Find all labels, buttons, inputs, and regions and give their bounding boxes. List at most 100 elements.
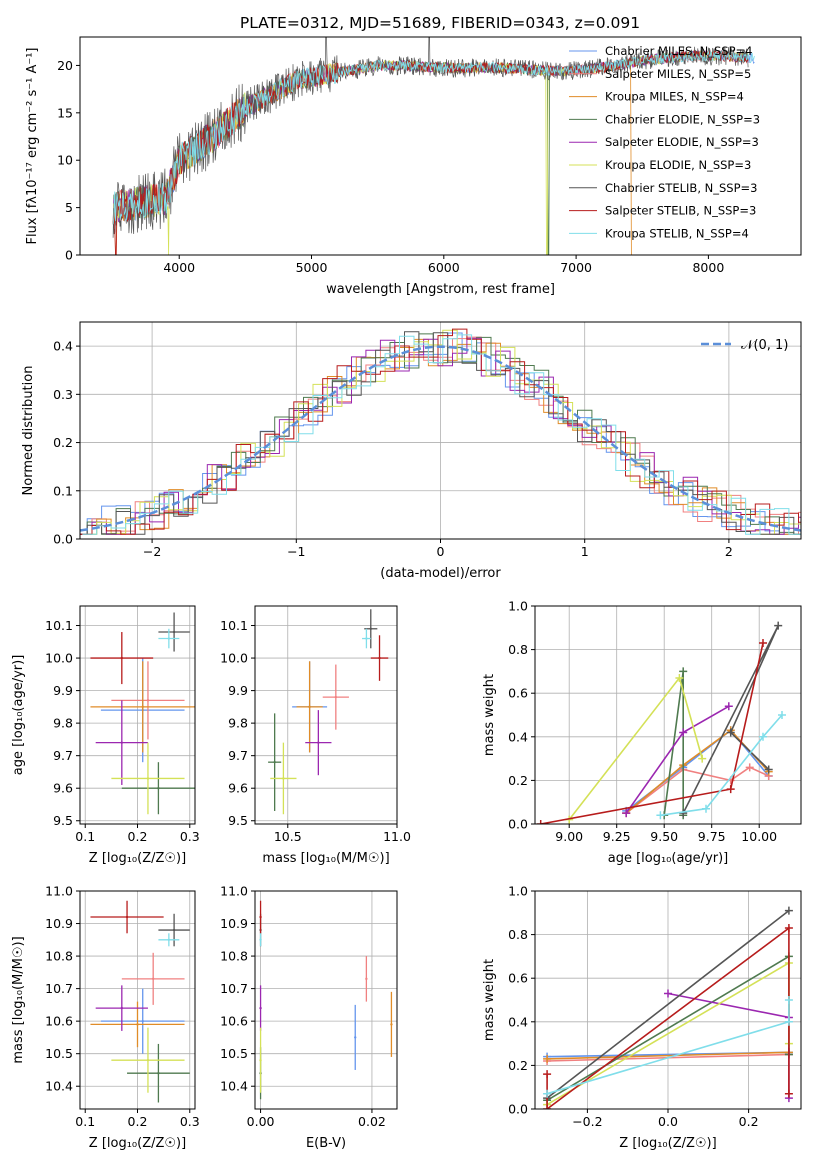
y-tick-label: 1.0 [508,884,528,899]
x-tick-label: 9.75 [698,829,726,844]
data-point-s1 [141,1019,144,1023]
y-tick-label: 9.9 [53,683,73,698]
y-tick-label: 10.1 [45,618,73,633]
x-tick-label: 0.2 [128,1114,148,1129]
series-marker-s7 [774,621,783,630]
spectrum-title: PLATE=0312, MJD=51689, FIBERID=0343, z=0… [240,14,640,32]
data-point-s5 [120,741,124,744]
legend-entry: Salpeter MILES, N_SSP=5 [605,67,751,81]
data-point-s2 [146,699,150,702]
x-tick-label: 0.00 [247,1114,275,1129]
y-tick-label: 10.7 [220,981,248,996]
x-tick-label: 4000 [163,260,195,275]
data-point-s9 [259,938,262,942]
plot-frame [254,605,398,825]
data-point-s7 [172,630,176,634]
series-marker-s7 [764,765,773,774]
x-tick-label: 7000 [560,260,592,275]
plot-area [80,328,801,535]
x-tick-label: −1 [287,544,305,559]
y-tick-label: 11.0 [45,884,73,899]
legend-entry: Salpeter ELODIE, N_SSP=3 [605,135,759,149]
residual-histogram-s8 [80,328,801,535]
series-marker-s8 [784,924,793,933]
series-marker-s5 [679,728,688,737]
y-axis-label: mass weight [482,959,497,1041]
x-tick-label: 0.2 [739,1114,759,1129]
legend-entry: Chabrier ELODIE, N_SSP=3 [605,112,760,126]
y-tick-label: 0.4 [508,729,528,744]
series-marker-s8 [543,1070,552,1079]
y-tick-label: 9.9 [228,683,248,698]
legend-entry: Salpeter STELIB, N_SSP=3 [605,204,756,218]
data-point-s6 [259,1058,262,1062]
y-tick-label: 0.2 [508,773,528,788]
x-tick-label: 0.3 [180,1114,200,1129]
series-line-s3 [547,1051,789,1060]
residuals-panel: −2 −1 0 1 2 0.0 0.1 0.2 0.3 0.4 (data-model)/error… [21,321,802,581]
plot-frame [79,36,802,256]
y-axis-label: mass weight [482,674,497,756]
age-vs-mass-panel: 10.5 11.0 9.5 9.6 9.7 9.8 9.9 10.0 10.1 mass [log… [220,605,411,866]
series-marker-s5 [664,989,672,998]
y-tick-label: 9.5 [53,813,73,828]
plot-area [90,900,190,1103]
y-tick-label: 0.4 [53,339,73,354]
y-tick-label: 0.2 [508,1058,528,1073]
x-axis-label: age [log₁₀(age/yr)] [608,851,729,866]
x-tick-label: 9.25 [603,829,631,844]
plot-frame [534,605,802,825]
y-tick-label: 9.6 [228,781,248,796]
series-marker-s5 [724,702,733,711]
x-tick-label: 0.0 [658,1114,678,1129]
series-marker-s2 [745,763,754,772]
x-axis-label: E(B-V) [306,1136,346,1151]
mass-weight-vs-metallicity-panel: −0.2 0.0 0.2 0.0 0.2 0.4 0.6 0.8 1.0 Z [log₁₀(Z/Z… [482,884,802,1151]
data-point-s4 [157,1072,160,1075]
y-tick-label: 0.4 [508,1014,528,1029]
x-tick-label: 0.2 [128,829,148,844]
data-point-s6 [146,1058,150,1062]
y-tick-label: 0.8 [508,642,528,657]
series-marker-s8 [543,1105,552,1109]
data-point-s5 [317,741,320,744]
series-marker-s7 [726,728,735,737]
x-axis-label: mass [log₁₀(M/M☉)] [262,851,389,866]
y-tick-label: 10.7 [45,981,73,996]
y-tick-label: 10.6 [220,1014,248,1029]
data-point-s7 [172,928,176,932]
y-tick-label: 5 [65,200,73,215]
spectrum-panel: 4000 5000 6000 7000 8000 0 5 10 15 20 wavelength [… [25,36,802,297]
y-tick-label: 10.8 [220,949,248,964]
plot-area [90,612,195,815]
data-point-s5 [259,1006,262,1010]
x-tick-label: 6000 [428,260,460,275]
x-tick-label: 8000 [692,260,724,275]
x-tick-label: 10.5 [274,829,302,844]
plot-frame [79,890,196,1110]
data-point-s7 [369,627,372,630]
y-tick-label: 0.8 [508,927,528,942]
x-tick-label: 10.00 [741,829,777,844]
y-tick-label: 0.0 [508,1102,528,1117]
y-tick-label: 0.6 [508,971,528,986]
x-tick-label: 5000 [296,260,328,275]
data-point-s2 [334,695,338,699]
data-point-s9 [167,637,171,640]
y-tick-label: 0.0 [53,532,73,547]
x-axis-label: Z [log₁₀(Z/Z☉)] [619,1136,716,1151]
data-point-s6 [282,777,285,780]
mass-weight-vs-age-panel: 9.00 9.25 9.50 9.75 10.00 0.0 0.2 0.4 0.6 0.8 1.0 a… [482,599,802,866]
series-marker-s8 [784,1089,793,1098]
y-tick-label: 10.5 [220,1046,248,1061]
data-point-s9 [365,637,368,640]
data-point-s8 [125,915,129,919]
data-point-s4 [157,787,160,790]
x-tick-label: 9.50 [650,829,678,844]
y-tick-label: 9.6 [53,781,73,796]
plot-area [259,900,393,1100]
legend-entry: 𝒩(0, 1) [741,338,788,353]
series-marker-s3 [543,1054,552,1063]
series-marker-s9 [543,1089,552,1098]
y-tick-label: 20 [57,58,73,73]
